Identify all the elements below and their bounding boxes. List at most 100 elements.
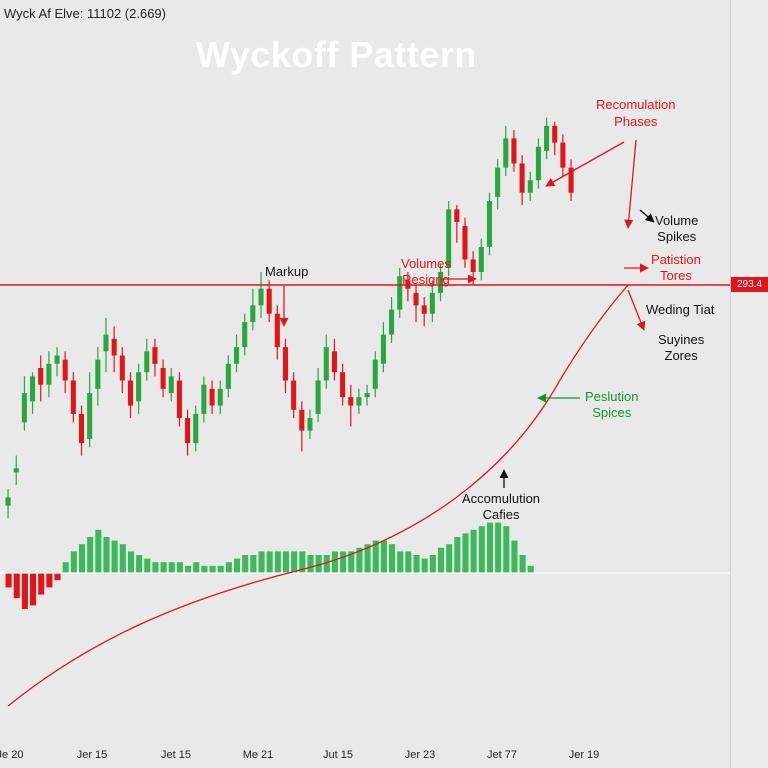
volume-bar (364, 544, 371, 573)
header-info: Wyck Af Elve: 11102 (2.669) (4, 6, 166, 21)
volume-bar (356, 547, 363, 573)
volume-bar (397, 551, 404, 573)
candle-body (5, 497, 11, 506)
candle-body (340, 372, 346, 398)
candle (413, 284, 419, 323)
volume-bar (234, 558, 241, 573)
x-tick-label: Jer 19 (569, 749, 600, 761)
candle (389, 297, 395, 343)
volume-bar (168, 562, 175, 573)
candle-body (380, 334, 386, 364)
candle-body (454, 209, 460, 222)
candle (46, 351, 52, 398)
candle-body (119, 355, 125, 381)
volume-bar (429, 555, 436, 573)
candle (30, 372, 36, 414)
volume-bar (527, 565, 534, 573)
x-tick-label: Jer 23 (405, 749, 436, 761)
candle (38, 355, 44, 402)
candle-body (176, 380, 182, 419)
candle (454, 205, 460, 243)
candle-body (185, 418, 191, 444)
candle (176, 372, 182, 427)
candle (340, 363, 346, 406)
candle (5, 489, 11, 519)
candle-body (144, 351, 150, 373)
volume-bar (160, 562, 167, 573)
candle-body (397, 276, 403, 310)
volume-bar (421, 558, 428, 573)
volume-bar (274, 551, 281, 573)
candle (503, 125, 509, 176)
candle (527, 171, 533, 202)
candle (103, 317, 109, 373)
candle (568, 159, 574, 202)
candle-body (315, 380, 321, 414)
volume-bar (152, 562, 159, 573)
candle-body (478, 246, 484, 272)
candle-body (234, 347, 240, 364)
candle (160, 359, 166, 398)
candle (380, 322, 386, 373)
volume-bar (30, 573, 37, 606)
candle-body (331, 351, 337, 373)
volume-bar (54, 573, 61, 581)
candle-body (209, 388, 215, 406)
candle-body (291, 380, 297, 410)
candle-body (217, 388, 223, 406)
candle-body (46, 363, 52, 385)
volume-bar (13, 573, 20, 599)
volume-bar (217, 565, 224, 573)
candle-body (54, 355, 60, 364)
candle (437, 263, 444, 302)
volume-bar (127, 551, 134, 573)
x-tick-label: Jet 15 (161, 749, 191, 761)
candle (168, 368, 174, 402)
candle-body (168, 376, 174, 394)
volume-bar (62, 562, 69, 573)
candle (429, 280, 435, 323)
volume-bar (38, 573, 45, 595)
candle-body (486, 201, 492, 247)
candle-body (13, 468, 19, 473)
candle (62, 351, 68, 394)
candle (291, 372, 297, 419)
candle (446, 201, 452, 277)
candle (144, 338, 150, 381)
arrow-volume-spikes (639, 209, 655, 223)
volume-bar (331, 551, 338, 573)
annotation-recomulation: Recomulation Phases (596, 97, 676, 129)
x-tick-label: Jet 77 (487, 749, 517, 761)
candle-body (111, 338, 117, 356)
volume-bar (511, 540, 518, 573)
volume-bar (323, 555, 330, 573)
candle-body (160, 368, 166, 389)
candle-body (201, 384, 207, 414)
candle (185, 409, 191, 456)
volume-bar (307, 555, 314, 573)
annotation-accumulation: Accomulution Cafies (462, 491, 541, 522)
candle-body (560, 142, 566, 168)
annotation-volume-spikes: Volume Spikes (655, 213, 699, 244)
candle-body (136, 372, 142, 402)
candle (87, 372, 93, 448)
annotation-peslution: Peslution Spices (585, 389, 639, 420)
candle-body (225, 363, 231, 389)
volume-bar (340, 551, 347, 573)
volume-bar (87, 537, 94, 573)
candle-body (38, 368, 44, 385)
volume-bar (486, 522, 493, 573)
candle (217, 380, 223, 414)
candle (356, 388, 362, 414)
volume-bar (380, 540, 387, 573)
candle-body (30, 376, 36, 402)
volume-bar (389, 544, 396, 573)
volume-bar (454, 537, 461, 573)
candle (152, 338, 158, 377)
volume-bar (242, 555, 249, 573)
volume-bar (21, 573, 28, 609)
annotation-weding: Weding Tiat (646, 302, 715, 317)
candle (274, 305, 280, 360)
candle-body (421, 305, 427, 314)
candle-body (568, 167, 574, 193)
